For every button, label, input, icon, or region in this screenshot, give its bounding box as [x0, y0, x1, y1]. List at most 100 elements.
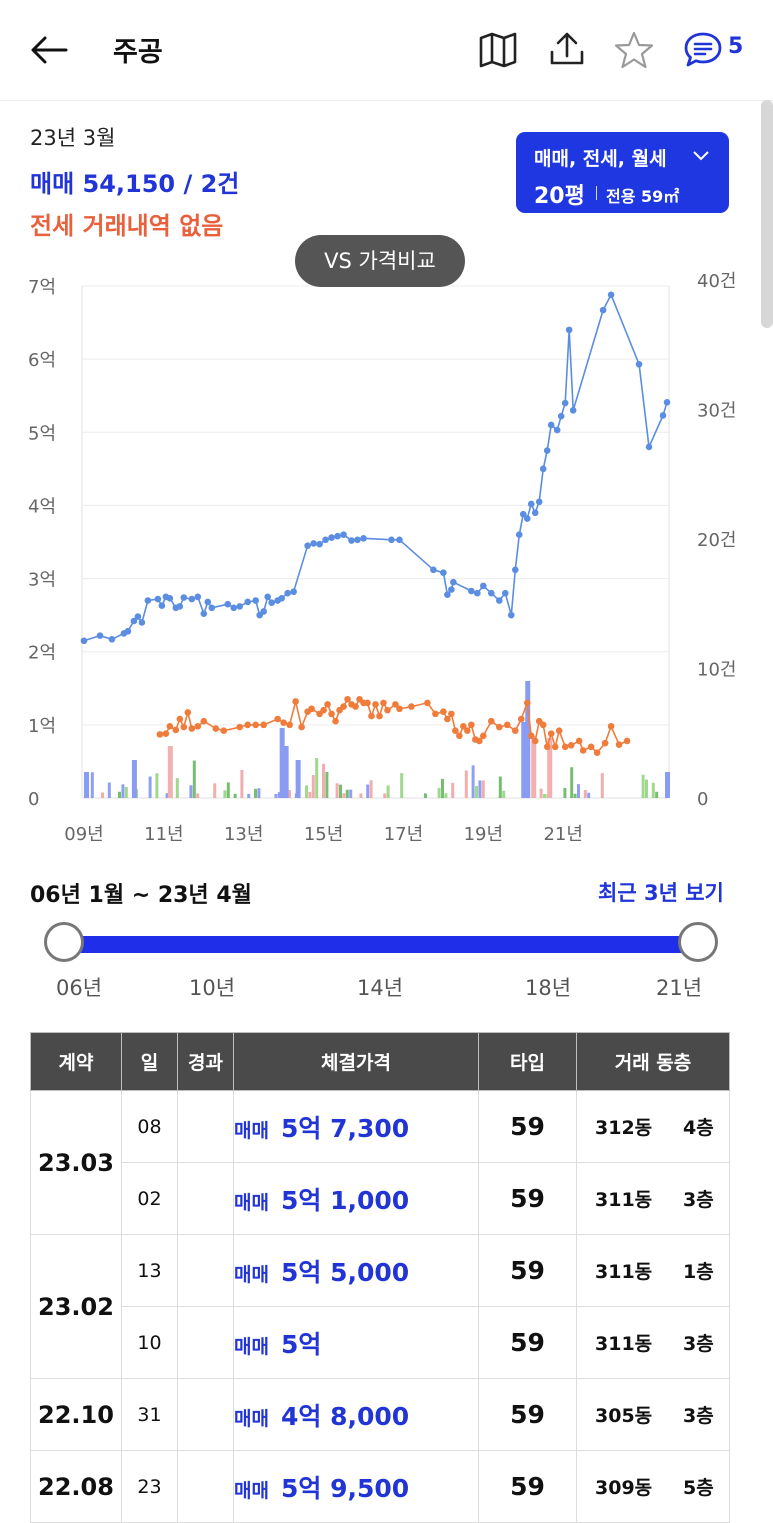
- data-point: [450, 578, 457, 586]
- volume-bar: [570, 767, 574, 798]
- chat-icon[interactable]: [683, 30, 723, 70]
- data-point: [607, 723, 615, 730]
- price-value: 4억 8,000: [280, 1401, 410, 1431]
- data-point: [158, 602, 166, 609]
- col-header-building-floor[interactable]: 거래 동층: [576, 1032, 730, 1091]
- volume-bar: [366, 784, 370, 798]
- data-point: [511, 566, 519, 574]
- col-header-type[interactable]: 타입: [478, 1032, 577, 1091]
- volume-bar: [118, 791, 121, 798]
- volume-bar: [274, 793, 278, 798]
- comment-count[interactable]: 5: [728, 34, 744, 59]
- range-slider-start-handle[interactable]: [44, 922, 84, 962]
- map-icon[interactable]: [478, 30, 518, 70]
- building: 311동: [595, 1261, 653, 1283]
- back-arrow-icon[interactable]: [28, 30, 70, 70]
- unit-type: 59: [478, 1306, 577, 1379]
- range-slider-end-handle[interactable]: [678, 922, 718, 962]
- volume-bar: [155, 773, 159, 798]
- transaction-table: 계약 일 경과 체결가격 타입 거래 동층 23.03 08 매매 5억 7,30…: [30, 1032, 730, 1523]
- table-row[interactable]: 02 매매 5억 1,000 59 311동 3층: [31, 1162, 730, 1235]
- data-point: [511, 727, 519, 735]
- recent-3-years-button[interactable]: 최근 3년 보기: [598, 881, 724, 905]
- price-cell: 매매 5억 5,000: [233, 1234, 479, 1307]
- star-icon[interactable]: [614, 30, 654, 70]
- data-point: [220, 727, 228, 735]
- col-header-contract[interactable]: 계약: [30, 1032, 122, 1091]
- volume-bar: [192, 760, 196, 798]
- data-point: [340, 531, 347, 538]
- volume-bar: [665, 772, 671, 798]
- volume-bar: [247, 793, 251, 798]
- data-point: [284, 589, 291, 597]
- volume-bar: [107, 782, 111, 798]
- data-point: [579, 747, 587, 754]
- x-tick-label: 15년: [304, 824, 343, 845]
- deal-type: 매매: [234, 1335, 269, 1358]
- deal-type: 매매: [234, 1119, 269, 1142]
- volume-bar: [451, 782, 455, 798]
- deal-type-filter-button[interactable]: 매매, 전세, 월세 20평 전용 59㎡: [516, 132, 729, 213]
- data-point: [527, 500, 535, 508]
- building-floor-cell: 309동 5층: [576, 1450, 730, 1523]
- data-point: [543, 743, 551, 751]
- data-point: [547, 421, 555, 429]
- volume-bar: [223, 790, 227, 798]
- table-row[interactable]: 22.10 31 매매 4억 8,000 59 305동 3층: [30, 1378, 730, 1451]
- data-point: [80, 637, 88, 645]
- data-point: [523, 515, 531, 522]
- data-point: [236, 723, 244, 731]
- contract-day: 13: [121, 1234, 178, 1307]
- data-point: [332, 717, 339, 725]
- data-point: [308, 705, 315, 713]
- range-slider-track[interactable]: [66, 936, 698, 953]
- volume-bar: [254, 788, 257, 798]
- vs-compare-button[interactable]: VS 가격비교: [295, 235, 465, 287]
- data-point: [448, 710, 455, 718]
- col-header-elapsed[interactable]: 경과: [177, 1032, 234, 1091]
- data-point: [396, 705, 403, 713]
- scrollbar[interactable]: [761, 100, 773, 328]
- building-floor-cell: 311동 3층: [576, 1306, 730, 1379]
- price-chart[interactable]: 0 1억 2억 3억 4억 5억 6억 7억 0 10건 20건 30건 40건 09년 11년 13년 15년…: [0, 268, 773, 848]
- elapsed-cell: [177, 1090, 234, 1163]
- data-point: [166, 595, 174, 602]
- y-left-tick-label: 2억: [28, 643, 56, 664]
- data-point: [464, 727, 471, 735]
- data-point: [354, 536, 361, 544]
- floor: 3층: [683, 1333, 714, 1355]
- slider-tick-label: 18년: [525, 976, 572, 1000]
- data-point: [396, 536, 403, 544]
- data-point: [488, 589, 495, 597]
- unit-type: 59: [478, 1162, 577, 1235]
- volume-bar: [124, 786, 128, 798]
- table-row[interactable]: 23.03 08 매매 5억 7,300 59 312동 4층: [30, 1090, 730, 1235]
- contract-day: 10: [121, 1306, 178, 1379]
- x-tick-label: 09년: [64, 824, 103, 845]
- deal-type: 매매: [234, 1191, 269, 1214]
- slider-tick-label: 06년: [56, 976, 103, 1000]
- col-header-day[interactable]: 일: [121, 1032, 178, 1091]
- volume-bar: [305, 785, 308, 798]
- data-point: [444, 591, 451, 598]
- data-point: [138, 619, 146, 626]
- share-icon[interactable]: [547, 30, 587, 70]
- data-point: [392, 701, 399, 708]
- volume-bar: [481, 780, 485, 798]
- data-point: [476, 737, 483, 745]
- volume-bar: [563, 787, 567, 798]
- col-header-price[interactable]: 체결가격: [233, 1032, 479, 1091]
- table-row[interactable]: 22.08 23 매매 5억 9,500 59 309동 5층: [30, 1450, 730, 1523]
- data-point: [130, 617, 138, 625]
- data-point: [304, 542, 311, 549]
- building: 312동: [595, 1117, 653, 1139]
- volume-bar: [308, 791, 312, 798]
- data-point: [348, 537, 355, 544]
- volume-bar: [277, 792, 281, 798]
- building: 311동: [595, 1333, 653, 1355]
- data-point: [368, 712, 375, 720]
- volume-bar: [502, 790, 506, 798]
- table-row[interactable]: 23.02 13 매매 5억 5,000 59 311동 1층: [30, 1234, 730, 1379]
- data-point: [523, 699, 531, 707]
- table-row[interactable]: 10 매매 5억 59 311동 3층: [31, 1306, 730, 1379]
